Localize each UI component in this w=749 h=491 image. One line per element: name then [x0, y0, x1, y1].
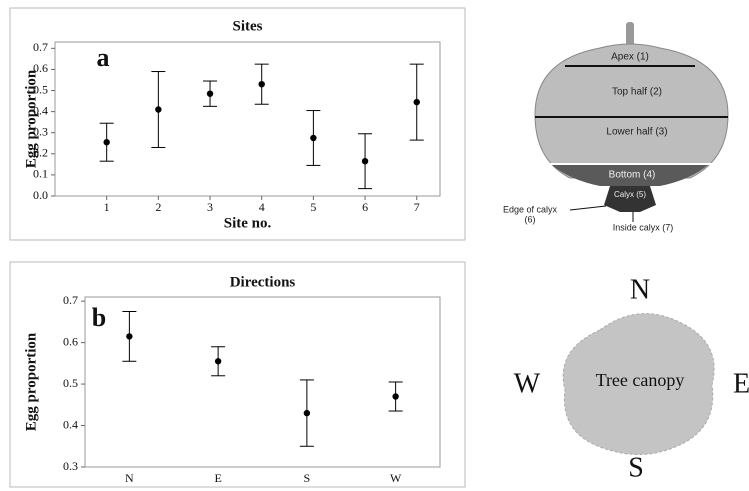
point — [214, 358, 222, 365]
y-axis-label: Egg proportion — [23, 69, 39, 168]
label: Calyx (5) — [614, 190, 646, 199]
point — [310, 134, 317, 142]
y-tick-label: 0.5 — [33, 82, 48, 96]
y-tick-label: 0.7 — [33, 40, 48, 54]
canopy-diagram: N S W E Tree canopy — [514, 274, 749, 483]
x-tick-label: 4 — [259, 200, 265, 214]
point — [103, 139, 110, 146]
y-tick-label: 0.6 — [33, 61, 48, 75]
label: Bottom (4) — [609, 170, 656, 181]
east-label: E — [733, 368, 749, 399]
stem — [626, 22, 634, 46]
label: Inside calyx (7) — [613, 222, 674, 232]
y-tick-label: 0.4 — [63, 417, 78, 431]
x-tick-label: 5 — [310, 200, 316, 214]
point — [392, 393, 399, 400]
y-tick-label: 0.6 — [63, 334, 78, 348]
plot-frame — [84, 296, 441, 468]
y-tick-label: 0.1 — [33, 167, 48, 181]
point — [413, 98, 420, 106]
label: Lower half (3) — [606, 127, 667, 138]
x-axis-label: Site no. — [224, 215, 272, 231]
point — [206, 90, 214, 97]
label: Top half (2) — [612, 87, 662, 98]
fruit-body — [534, 43, 729, 179]
panel-b — [9, 261, 466, 488]
y-tick-label: 0.3 — [33, 124, 48, 138]
x-tick-label: 1 — [104, 200, 110, 214]
label: Apex (1) — [611, 52, 649, 63]
chart-title: Directions — [230, 274, 296, 290]
point — [303, 409, 311, 417]
y-tick-label: 0.2 — [33, 146, 48, 160]
y-tick-label: 0.7 — [63, 293, 78, 307]
y-axis-label: Egg proportion — [23, 332, 39, 431]
point — [155, 106, 162, 113]
point — [126, 333, 133, 340]
y-tick-label: 0.0 — [33, 188, 48, 202]
x-tick-label: S — [304, 471, 311, 485]
north-label: N — [630, 274, 650, 305]
x-tick-label: W — [390, 471, 402, 485]
west-label: W — [514, 368, 541, 399]
y-tick-label: 0.3 — [63, 459, 78, 473]
y-tick-label: 0.5 — [63, 376, 78, 390]
x-tick-label: 6 — [362, 200, 368, 214]
x-tick-label: 2 — [155, 200, 161, 214]
plot-frame — [54, 41, 441, 197]
fruit-diagram: Apex (1) Top half (2) Lower half (3) Bot… — [503, 22, 729, 232]
x-tick-label: 7 — [414, 200, 420, 214]
x-tick-label: 3 — [207, 200, 213, 214]
fruit-bottom — [552, 165, 708, 186]
label: (6) — [525, 214, 536, 224]
x-tick-label: N — [125, 471, 134, 485]
point — [361, 157, 369, 165]
canopy-label: Tree canopy — [596, 370, 685, 390]
canopy — [562, 313, 715, 455]
panel-a — [9, 7, 466, 241]
panel-label: a — [97, 43, 110, 72]
label: Edge of calyx — [503, 204, 558, 214]
chart-title: Sites — [233, 18, 263, 34]
x-tick-label: E — [214, 471, 221, 485]
y-tick-label: 0.4 — [33, 103, 48, 117]
pointer — [569, 205, 607, 211]
south-label: S — [628, 452, 644, 483]
calyx — [604, 186, 656, 212]
panel-label: b — [92, 303, 106, 332]
point — [258, 80, 265, 88]
